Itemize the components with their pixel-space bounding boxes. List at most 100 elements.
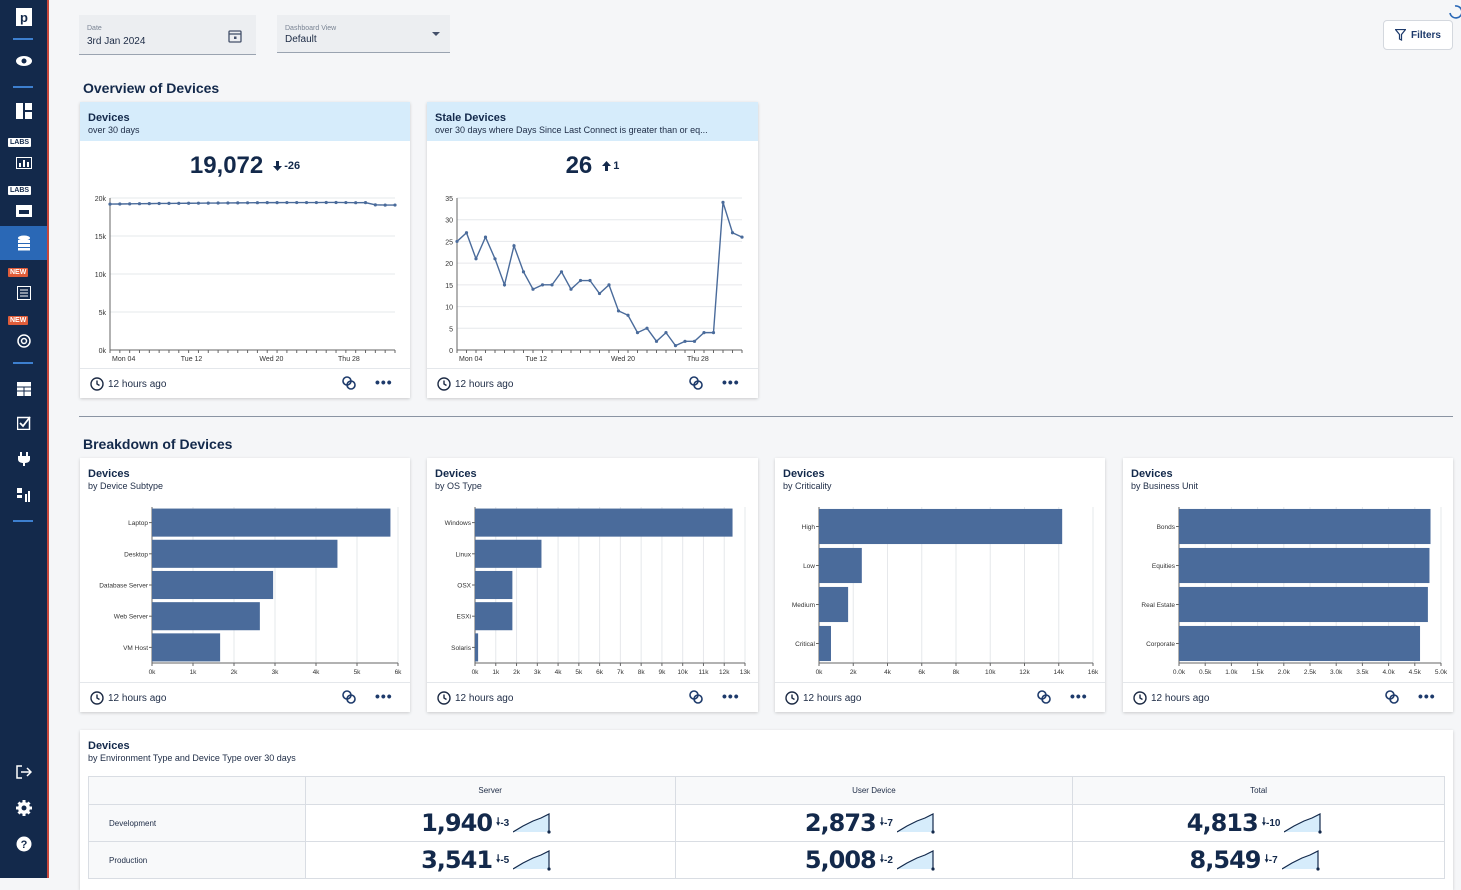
- card-subtitle: by Criticality: [783, 481, 832, 491]
- x-tick-label: Tue 12: [526, 356, 548, 363]
- sparkline-chart: [1284, 813, 1323, 834]
- labs-charts-icon[interactable]: LABS: [0, 138, 47, 174]
- data-point: [157, 201, 161, 206]
- device-subtype-card: Devices by Device Subtype 0k 1k 2k 3k 4k 5k 6k…: [80, 458, 410, 712]
- labs-badge: LABS: [8, 138, 32, 147]
- refresh-icon[interactable]: [1449, 4, 1461, 22]
- arrow-down-icon: [273, 161, 283, 171]
- table-cell[interactable]: 5,008 🠗 -2: [674, 841, 1074, 879]
- logout-icon[interactable]: [0, 755, 47, 789]
- x-tick-label: 5k: [354, 669, 362, 676]
- business-unit-bar-chart: 0.0k 0.5k 1.0k 1.5k 2.0k 2.5k 3.0k 3.5k 4.0k 4.5k…: [1141, 507, 1448, 676]
- more-options-icon[interactable]: •••: [722, 688, 740, 704]
- data-point: [314, 200, 318, 205]
- new-target-icon[interactable]: NEW: [0, 316, 47, 352]
- x-tick-label: 12k: [719, 669, 730, 676]
- data-point: [559, 270, 564, 274]
- x-tick-label: Wed 20: [259, 356, 283, 363]
- app-logo-icon[interactable]: p: [0, 0, 47, 34]
- table-cell[interactable]: 1,940 🠗 -3: [304, 804, 676, 842]
- x-tick-label: 3k: [534, 669, 542, 676]
- view-value: Default: [285, 34, 317, 45]
- x-tick-label: 6k: [596, 669, 604, 676]
- clock-icon: [1133, 691, 1147, 705]
- category-label: Low: [803, 563, 815, 570]
- section-divider: [79, 416, 1453, 417]
- bar: [819, 508, 1063, 545]
- last-updated-text: 12 hours ago: [108, 378, 167, 390]
- data-point: [711, 331, 716, 335]
- y-tick-label: 0: [449, 348, 453, 355]
- column-header: User Device: [674, 776, 1074, 805]
- cell-value: 3,541: [421, 846, 493, 874]
- data-point: [540, 283, 545, 287]
- table-cell[interactable]: 8,549 🠗 -7: [1072, 841, 1445, 879]
- settings-gear-icon[interactable]: [0, 791, 47, 825]
- column-header: Server: [304, 776, 676, 805]
- link-icon[interactable]: [689, 376, 703, 390]
- x-tick-label: 4k: [555, 669, 563, 676]
- x-tick-label: 2k: [850, 669, 858, 676]
- filters-button[interactable]: Filters: [1383, 20, 1453, 50]
- help-icon[interactable]: ?: [0, 827, 47, 861]
- criticality-bar-chart: 0k 2k 4k 6k 8k 10k 12k 14k 16k High Low Medium Criti…: [792, 507, 1099, 676]
- new-report-icon[interactable]: NEW: [0, 268, 47, 304]
- corner-header: [88, 776, 306, 805]
- category-label: Web Server: [114, 614, 149, 621]
- data-point: [196, 201, 201, 205]
- x-tick-label: 1.0k: [1225, 669, 1238, 676]
- sparkline-line: [896, 813, 934, 833]
- org-chart-icon[interactable]: [0, 478, 47, 512]
- data-point: [588, 278, 592, 283]
- card-subtitle: by Environment Type and Device Type over…: [88, 753, 296, 763]
- arrow-up-icon: [602, 161, 612, 171]
- database-icon[interactable]: [0, 226, 47, 260]
- table-cell[interactable]: 4,813 🠗 -10: [1072, 804, 1445, 842]
- link-icon[interactable]: [342, 690, 356, 704]
- last-updated-text: 12 hours ago: [455, 692, 514, 704]
- link-icon[interactable]: [1385, 690, 1399, 704]
- clock-icon: [437, 377, 451, 391]
- eye-icon[interactable]: [0, 44, 47, 78]
- sidebar: p LABS LABS NEW NEW: [0, 0, 49, 878]
- plug-icon[interactable]: [0, 442, 47, 476]
- bar: [1179, 586, 1428, 623]
- cell-delta: -7: [884, 817, 893, 829]
- category-label: Critical: [795, 641, 815, 648]
- clock-icon: [785, 691, 799, 705]
- y-tick-label: 35: [445, 196, 453, 203]
- x-tick-label: 2.0k: [1278, 669, 1291, 676]
- x-tick-label: Wed 20: [611, 356, 635, 363]
- data-point: [383, 203, 387, 207]
- bar: [819, 547, 862, 584]
- more-options-icon[interactable]: •••: [722, 374, 740, 390]
- more-options-icon[interactable]: •••: [375, 688, 393, 704]
- x-tick-label: 0k: [149, 669, 157, 676]
- checklist-icon[interactable]: [0, 406, 47, 440]
- table-cell[interactable]: 3,541 🠗 -5: [304, 841, 676, 879]
- dashboard-icon[interactable]: [0, 94, 47, 128]
- svg-text:p: p: [20, 10, 28, 25]
- arrow-down-icon: 🠗: [879, 853, 885, 865]
- date-picker[interactable]: Date 3rd Jan 2024: [79, 15, 256, 55]
- x-tick-label: 0.0k: [1173, 669, 1186, 676]
- devices-line-chart: 0k 5k 10k 15k 20k Mon 04 Tue 12 Wed 20 Thu 28: [95, 196, 397, 363]
- link-icon[interactable]: [342, 376, 356, 390]
- link-icon[interactable]: [1037, 690, 1051, 704]
- table-cell[interactable]: 2,873 🠗 -7: [674, 804, 1074, 842]
- section-title-breakdown: Breakdown of Devices: [83, 436, 233, 452]
- table-icon[interactable]: [0, 372, 47, 406]
- dashboard-view-select[interactable]: Dashboard View Default: [277, 15, 450, 53]
- calendar-icon[interactable]: [228, 29, 242, 43]
- labs-inbox-icon[interactable]: LABS: [0, 186, 47, 222]
- x-tick-label: 4.0k: [1382, 669, 1395, 676]
- link-icon[interactable]: [689, 690, 703, 704]
- series-line: [456, 202, 743, 347]
- arrow-down-icon: 🠗: [496, 816, 501, 828]
- x-tick-label: Tue 12: [181, 356, 203, 363]
- more-options-icon[interactable]: •••: [1070, 688, 1088, 704]
- bar: [819, 625, 831, 662]
- more-options-icon[interactable]: •••: [375, 374, 393, 390]
- clock-icon: [437, 691, 451, 705]
- more-options-icon[interactable]: •••: [1418, 688, 1436, 704]
